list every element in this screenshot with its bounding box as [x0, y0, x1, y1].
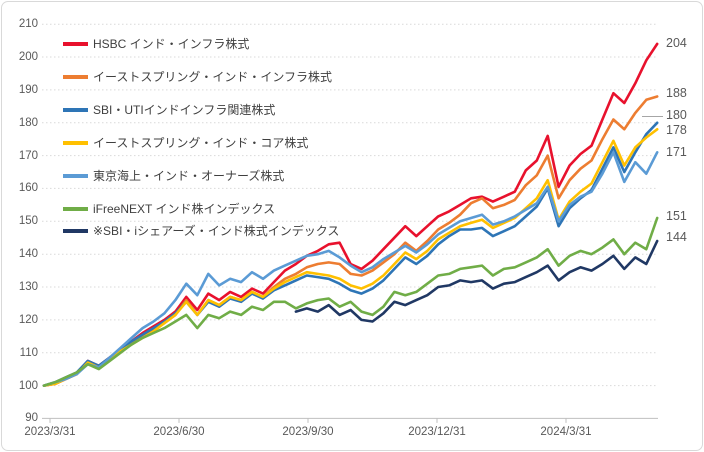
legend-label: SBI・UTIインドインフラ関連株式 [93, 103, 276, 117]
legend-line-swatch [63, 141, 88, 145]
series-end-value-label: 180 [666, 108, 687, 122]
y-axis-tick-label: 120 [18, 313, 38, 326]
x-axis-tick-label: 2023/6/30 [153, 426, 205, 438]
legend-item-5[interactable]: 東京海上・インド・オーナーズ株式 [63, 169, 284, 183]
legend-item-3[interactable]: SBI・UTIインドインフラ関連株式 [63, 103, 275, 117]
legend-line-swatch [63, 42, 88, 46]
legend-item-4[interactable]: イーストスプリング・インド・コア株式 [63, 136, 308, 150]
series-end-value-label: 151 [666, 208, 687, 223]
legend-item-2[interactable]: イーストスプリング・インド・インフラ株式 [63, 70, 332, 84]
y-axis-tick-label: 140 [18, 248, 38, 261]
x-axis-tick-label: 2023/9/30 [282, 426, 334, 438]
y-axis-tick-label: 210 [18, 18, 38, 31]
series-end-value-label: 178 [666, 123, 687, 137]
series-line-6[interactable] [42, 216, 659, 387]
y-axis-tick-label: 160 [18, 182, 38, 195]
legend-item-6[interactable]: iFreeNEXT インド株インデックス [63, 202, 275, 216]
series-line-7[interactable] [294, 239, 659, 323]
legend-line-swatch [63, 229, 88, 233]
y-axis-tick-label: 130 [18, 281, 38, 293]
legend-label: ※SBI・iシェアーズ・インド株式インデックス [93, 224, 340, 238]
legend-label: 東京海上・インド・オーナーズ株式 [93, 169, 285, 183]
series-end-value-label: 144 [666, 230, 687, 244]
series-line-5[interactable] [42, 151, 659, 387]
y-axis-tick-label: 170 [18, 149, 38, 162]
legend-line-swatch [63, 174, 88, 178]
y-axis-tick-label: 110 [19, 346, 38, 359]
legend-item-7[interactable]: ※SBI・iシェアーズ・インド株式インデックス [63, 224, 339, 238]
series-end-value-label: 204 [666, 36, 687, 50]
series-end-value-label: 188 [666, 85, 687, 100]
legend-line-swatch [63, 108, 88, 112]
series-line-2[interactable] [42, 95, 659, 387]
y-axis-tick-label: 200 [18, 51, 38, 63]
y-axis-tick-label: 90 [25, 412, 38, 425]
series-line-4[interactable] [42, 128, 659, 387]
y-axis-tick-label: 180 [18, 116, 38, 129]
legend-label: iFreeNEXT インド株インデックス [93, 202, 276, 216]
legend-label: イーストスプリング・インド・コア株式 [93, 136, 309, 150]
y-axis-tick-label: 150 [18, 215, 38, 228]
y-axis-tick-label: 100 [18, 379, 38, 392]
x-axis-tick-label: 2023/12/31 [408, 426, 466, 438]
legend-item-1[interactable]: HSBC インド・インフラ株式 [63, 37, 249, 51]
legend-line-swatch [63, 207, 88, 211]
y-axis-tick-label: 190 [18, 83, 38, 96]
legend-line-swatch [63, 75, 88, 79]
x-axis-tick-label: 2023/3/31 [24, 426, 76, 438]
legend-label: HSBC インド・インフラ株式 [93, 37, 250, 51]
legend-label: イーストスプリング・インド・インフラ株式 [93, 70, 333, 84]
series-end-value-label: 171 [666, 144, 687, 159]
x-axis-tick-label: 2024/3/31 [540, 426, 592, 438]
